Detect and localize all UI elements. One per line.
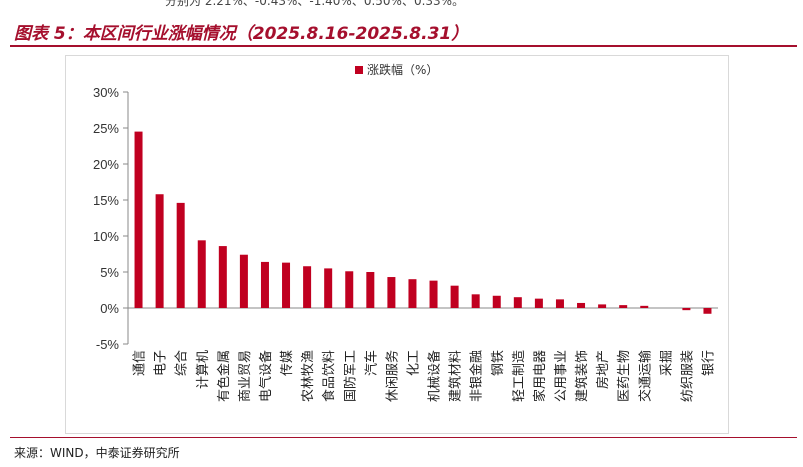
- x-tick-label: 商业贸易: [238, 350, 253, 402]
- bar: [598, 304, 607, 308]
- figure-title-bar: 图表 5：本区间行业涨幅情况（2025.8.16-2025.8.31）: [0, 17, 803, 47]
- bar: [682, 308, 691, 311]
- x-tick-label: 化工: [406, 350, 421, 376]
- figure-title: 图表 5：本区间行业涨幅情况（2025.8.16-2025.8.31）: [14, 24, 469, 44]
- bar: [577, 302, 586, 308]
- bar: [513, 297, 522, 308]
- x-tick-label: 有色金属: [216, 350, 232, 402]
- bar: [429, 280, 438, 308]
- bar: [471, 294, 480, 308]
- x-tick-label: 传媒: [280, 350, 295, 376]
- x-tick-label: 非银金融: [469, 350, 485, 402]
- bar: [450, 285, 459, 308]
- x-tick-label: 家用电器: [532, 350, 548, 402]
- x-tick-label: 食品饮料: [321, 350, 337, 402]
- y-tick-label: 20%: [93, 157, 119, 172]
- y-tick-label: 5%: [100, 265, 119, 280]
- x-tick-label: 公用事业: [554, 350, 569, 402]
- y-tick-label: 0%: [100, 301, 119, 316]
- bar: [408, 279, 417, 308]
- title-underline: [10, 45, 797, 47]
- x-tick-label: 钢铁: [491, 350, 506, 376]
- x-tick-label: 房地产: [595, 350, 611, 389]
- previous-text-fragment: 分别为 2.21%、-0.43%、-1.40%、0.50%、0.33%。: [165, 0, 465, 8]
- x-tick-label: 国防军工: [342, 350, 358, 402]
- y-tick-label: 10%: [93, 229, 119, 244]
- legend-label: 涨跌幅（%）: [367, 62, 438, 77]
- bar: [345, 271, 354, 308]
- bar: [282, 262, 291, 308]
- y-tick-label: 30%: [93, 85, 119, 100]
- x-tick-label: 建筑装饰: [574, 350, 590, 402]
- legend-swatch: [355, 66, 363, 74]
- bar: [366, 272, 375, 308]
- chart-frame: 涨跌幅（%） 30% 25% 20% 15% 10% 5% 0% -5% 通信 电子 综合 计算机 有色金…: [65, 55, 729, 434]
- y-tick-label: 15%: [93, 193, 119, 208]
- x-tick-label: 农林牧渔: [301, 350, 316, 402]
- y-tick-label: -5%: [96, 337, 120, 352]
- bar: [303, 266, 312, 308]
- bar: [218, 246, 227, 308]
- x-tick-label: 建筑材料: [448, 350, 464, 402]
- x-tick-label: 电气设备: [258, 350, 274, 402]
- x-tick-label: 汽车: [363, 350, 379, 376]
- bar: [640, 305, 649, 308]
- bar: [155, 194, 164, 308]
- bar: [324, 268, 333, 308]
- bar: [387, 277, 396, 308]
- x-tick-label: 综合: [175, 350, 190, 376]
- bar: [534, 298, 543, 308]
- x-tick-label: 银行: [701, 350, 716, 376]
- bar: [197, 240, 206, 308]
- x-tick-label: 采掘: [659, 350, 674, 376]
- source-divider: [10, 437, 797, 438]
- x-tick-label: 医药生物: [617, 350, 632, 402]
- x-tick-label: 通信: [133, 350, 148, 376]
- source-note: 来源：WIND，中泰证券研究所: [14, 446, 180, 460]
- bar-chart: 涨跌幅（%） 30% 25% 20% 15% 10% 5% 0% -5% 通信 电子 综合 计算机 有色金…: [93, 62, 718, 402]
- x-tick-label: 机械设备: [427, 350, 443, 402]
- bar: [260, 261, 269, 308]
- x-tick-label: 交通运输: [637, 350, 653, 402]
- x-tick-label: 纺织服装: [680, 350, 695, 402]
- bar: [492, 295, 501, 308]
- y-tick-label: 25%: [93, 121, 119, 136]
- bar: [239, 254, 248, 308]
- bar: [555, 299, 564, 308]
- bar: [176, 202, 185, 308]
- x-tick-label: 轻工制造: [512, 350, 527, 402]
- bar: [134, 131, 143, 308]
- bar: [619, 305, 628, 308]
- x-tick-label: 计算机: [196, 350, 211, 389]
- x-tick-label: 电子: [154, 350, 169, 376]
- x-tick-label: 休闲服务: [384, 350, 400, 402]
- bar: [703, 308, 712, 314]
